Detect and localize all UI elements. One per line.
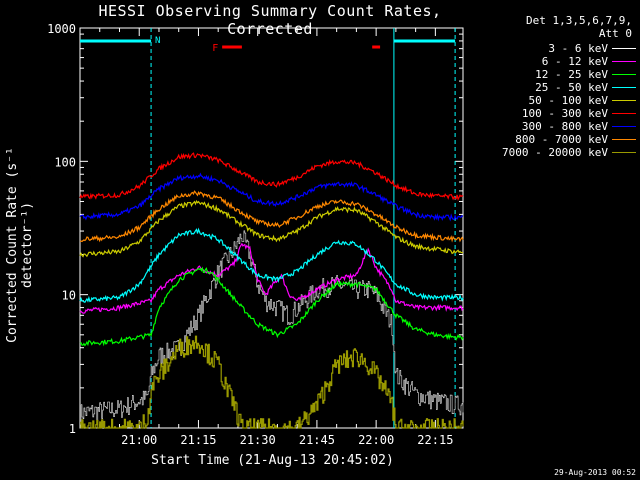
legend-label: 300 - 800 keV <box>521 120 608 133</box>
legend-label: 3 - 6 keV <box>548 42 608 55</box>
x-tick-label: 21:30 <box>240 433 276 447</box>
legend-swatch <box>612 152 636 153</box>
legend-swatch <box>612 126 636 127</box>
series-line-5 <box>79 199 464 258</box>
x-tick-label: 22:00 <box>358 433 394 447</box>
legend-entry: 800 - 7000 keV <box>488 133 638 146</box>
legend-swatch <box>612 61 636 62</box>
legend-swatch <box>612 74 636 75</box>
series-line-9 <box>80 335 464 429</box>
night-flag-label: N <box>155 36 160 46</box>
x-tick-label: 21:15 <box>180 433 216 447</box>
y-tick-label: 1000 <box>47 22 76 36</box>
legend-attenuator: Att 0 <box>598 27 632 40</box>
series-line-6 <box>79 152 464 201</box>
legend-label: 25 - 50 keV <box>535 81 608 94</box>
chart-title: HESSI Observing Summary Count Rates, Cor… <box>98 2 442 38</box>
legend-detectors: Det 1,3,5,6,7,9, <box>526 14 632 27</box>
legend-label: 12 - 25 keV <box>535 68 608 81</box>
legend-entry: 25 - 50 keV <box>488 81 638 94</box>
legend-swatch <box>612 139 636 140</box>
x-tick-label: 22:15 <box>417 433 453 447</box>
generated-timestamp: 29-Aug-2013 00:52 <box>554 468 636 477</box>
y-tick-label: 100 <box>54 155 76 169</box>
series-line-2 <box>79 242 464 314</box>
y-axis-label: Corrected Count Rate (s⁻¹ detector⁻¹) <box>5 147 35 343</box>
legend-entry: 100 - 300 keV <box>488 107 638 120</box>
legend: 3 - 6 keV 6 - 12 keV 12 - 25 keV 25 - 50 ke… <box>488 42 638 159</box>
legend-label: 100 - 300 keV <box>521 107 608 120</box>
series-line-8 <box>79 190 464 243</box>
legend-label: 800 - 7000 keV <box>515 133 608 146</box>
legend-entry: 50 - 100 keV <box>488 94 638 107</box>
legend-entry: 12 - 25 keV <box>488 68 638 81</box>
series-line-1 <box>80 230 464 425</box>
legend-entry: 7000 - 20000 keV <box>488 146 638 159</box>
flare-flag-label: F <box>212 43 218 54</box>
legend-label: 50 - 100 keV <box>528 94 608 107</box>
x-axis-label: Start Time (21-Aug-13 20:45:02) <box>151 453 394 468</box>
series-line-1-outline <box>80 230 464 425</box>
legend-swatch <box>612 113 636 114</box>
legend-entry: 300 - 800 keV <box>488 120 638 133</box>
legend-swatch <box>612 100 636 101</box>
legend-swatch <box>612 87 636 88</box>
series-line-3 <box>79 266 464 347</box>
y-tick-label: 1 <box>69 422 76 436</box>
series-line-7 <box>79 172 464 222</box>
x-tick-label: 21:45 <box>299 433 335 447</box>
legend-label: 6 - 12 keV <box>541 55 608 68</box>
legend-swatch <box>612 48 636 49</box>
legend-entry: 6 - 12 keV <box>488 55 638 68</box>
y-tick-label: 10 <box>62 289 76 303</box>
legend-entry: 3 - 6 keV <box>488 42 638 55</box>
series-line-4 <box>79 227 464 303</box>
x-tick-label: 21:00 <box>121 433 157 447</box>
legend-label: 7000 - 20000 keV <box>502 146 608 159</box>
